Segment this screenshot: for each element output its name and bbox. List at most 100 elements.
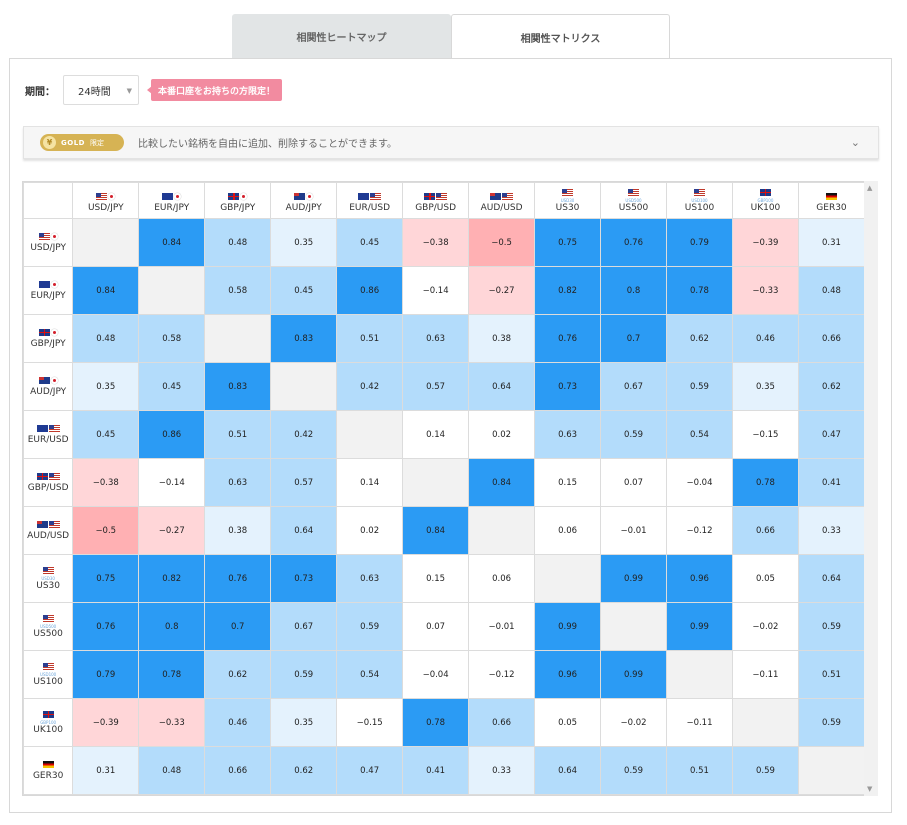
us-flag-icon: [42, 662, 54, 670]
matrix-row: GBP/JPY 0.48 0.58 0.83 0.51 0.63 0.38 0.76 0.7 0.…: [22, 314, 866, 363]
column-label: USD/JPY: [87, 203, 124, 213]
us-flag-icon: [38, 232, 50, 240]
jp-flag-icon: [50, 376, 58, 384]
matrix-cell: 0.46: [204, 698, 272, 747]
jp-flag-icon: [108, 192, 116, 200]
gold-accordion[interactable]: ¥ GOLD 限定 比較したい銘柄を自由に追加、削除することができます。 ⌄: [23, 126, 879, 159]
tab-matrix[interactable]: 相関性マトリクス: [451, 14, 670, 60]
matrix-cell: −0.04: [666, 458, 733, 507]
row-label: USD/JPY: [30, 243, 66, 253]
jp-flag-icon: [306, 192, 314, 200]
period-label: 期間：: [25, 86, 55, 98]
matrix-cell: −0.15: [731, 410, 799, 459]
matrix-cell: 0.35: [72, 362, 140, 411]
matrix-cell: 0.41: [402, 746, 470, 795]
matrix-row: EUR/USD 0.45 0.86 0.51 0.42 0.14 0.02 0.63 0.59 0…: [22, 410, 866, 459]
column-label: EUR/USD: [349, 203, 391, 213]
column-header-us100: USD100 US100: [666, 182, 733, 219]
matrix-corner: [22, 182, 74, 219]
row-header-gbp-jpy: GBP/JPY: [22, 314, 74, 363]
flag-icons: [42, 709, 54, 719]
matrix-cell: 0.07: [600, 458, 667, 507]
scroll-down-icon[interactable]: ▼: [867, 785, 873, 793]
matrix-cell-diagonal: [72, 218, 140, 267]
chevron-down-icon[interactable]: ⌄: [850, 136, 860, 149]
matrix-cell: 0.59: [731, 746, 799, 795]
column-label: UK100: [750, 203, 781, 213]
matrix-cell: 0.48: [204, 218, 272, 267]
matrix-cell: 0.58: [204, 266, 272, 315]
matrix-cell-diagonal: [468, 506, 536, 555]
column-label: US100: [684, 203, 715, 213]
matrix-cell: 0.51: [797, 650, 866, 699]
flag-icons: [424, 191, 448, 201]
row-header-usd-jpy: USD/JPY: [22, 218, 74, 267]
matrix-cell: 0.64: [797, 554, 866, 603]
matrix-cell: 0.8: [138, 602, 206, 651]
matrix-cell: 0.86: [138, 410, 206, 459]
column-header-eur-usd: EUR/USD: [336, 182, 404, 219]
matrix-cell: 0.76: [534, 314, 602, 363]
symbol-caption: GBP100: [757, 198, 774, 203]
matrix-cell: 0.06: [534, 506, 602, 555]
flag-icons: [36, 423, 60, 433]
matrix-cell: 0.66: [731, 506, 799, 555]
matrix-scrollbar[interactable]: ▲ ▼: [864, 181, 878, 796]
scroll-up-icon[interactable]: ▲: [867, 184, 873, 192]
us-flag-icon: [42, 566, 54, 574]
flag-icons: [628, 187, 640, 197]
tab-heatmap[interactable]: 相関性ヒートマップ: [232, 14, 451, 59]
row-header-aud-jpy: AUD/JPY: [22, 362, 74, 411]
matrix-cell: 0.02: [336, 506, 404, 555]
matrix-cell: 0.99: [666, 602, 733, 651]
matrix-cell: −0.27: [138, 506, 206, 555]
column-label: GBP/USD: [415, 203, 457, 213]
matrix-cell: 0.7: [600, 314, 667, 363]
row-label: GER30: [32, 771, 64, 781]
matrix-cell: 0.79: [72, 650, 140, 699]
column-header-gbp-usd: GBP/USD: [402, 182, 470, 219]
matrix-cell: 0.99: [534, 602, 602, 651]
matrix-cell-diagonal: [666, 650, 733, 699]
matrix-cell: 0.59: [797, 602, 866, 651]
matrix-cell: 0.84: [138, 218, 206, 267]
matrix-cell: 0.63: [534, 410, 602, 459]
matrix-cell: 0.51: [666, 746, 733, 795]
flag-icons: [42, 565, 54, 575]
row-label: UK100: [33, 725, 63, 735]
column-header-us30: USD30 US30: [534, 182, 602, 219]
period-select[interactable]: 24時間 ▼: [63, 75, 139, 105]
row-label: US30: [36, 581, 61, 591]
flag-icons: [358, 191, 382, 201]
matrix-cell: 0.84: [402, 506, 470, 555]
symbol-caption: USD500: [40, 624, 57, 629]
matrix-cell: −0.5: [72, 506, 140, 555]
matrix-cell: 0.31: [797, 218, 866, 267]
matrix-cell: 0.38: [204, 506, 272, 555]
gb-flag-icon: [38, 328, 50, 336]
matrix-cell: 0.57: [402, 362, 470, 411]
gold-badge-sub: 限定: [89, 138, 104, 147]
matrix-cell: 0.84: [72, 266, 140, 315]
matrix-cell: 0.63: [204, 458, 272, 507]
matrix-cell: −0.27: [468, 266, 536, 315]
column-label: GER30: [816, 203, 847, 213]
symbol-caption: USD100: [691, 198, 708, 203]
symbol-caption: USD30: [41, 576, 55, 581]
column-header-gbp-jpy: GBP/JPY: [204, 182, 272, 219]
matrix-cell: −0.01: [600, 506, 667, 555]
matrix-cell: 0.51: [336, 314, 404, 363]
matrix-cell: 0.99: [600, 554, 667, 603]
matrix-cell: 0.82: [534, 266, 602, 315]
matrix-cell: −0.38: [402, 218, 470, 267]
gb-flag-icon: [36, 472, 48, 480]
gb-flag-icon: [42, 710, 54, 718]
column-header-uk100: GBP100 UK100: [731, 182, 799, 219]
matrix-row: USD100 US100 0.79 0.78 0.62 0.59 0.54 −0.04 −0.1…: [22, 650, 866, 699]
matrix-cell: 0.06: [468, 554, 536, 603]
matrix-cell: −0.39: [731, 218, 799, 267]
matrix-cell: 0.96: [534, 650, 602, 699]
matrix-cell: 0.64: [270, 506, 338, 555]
matrix-cell: 0.76: [600, 218, 667, 267]
au-flag-icon: [36, 520, 48, 528]
